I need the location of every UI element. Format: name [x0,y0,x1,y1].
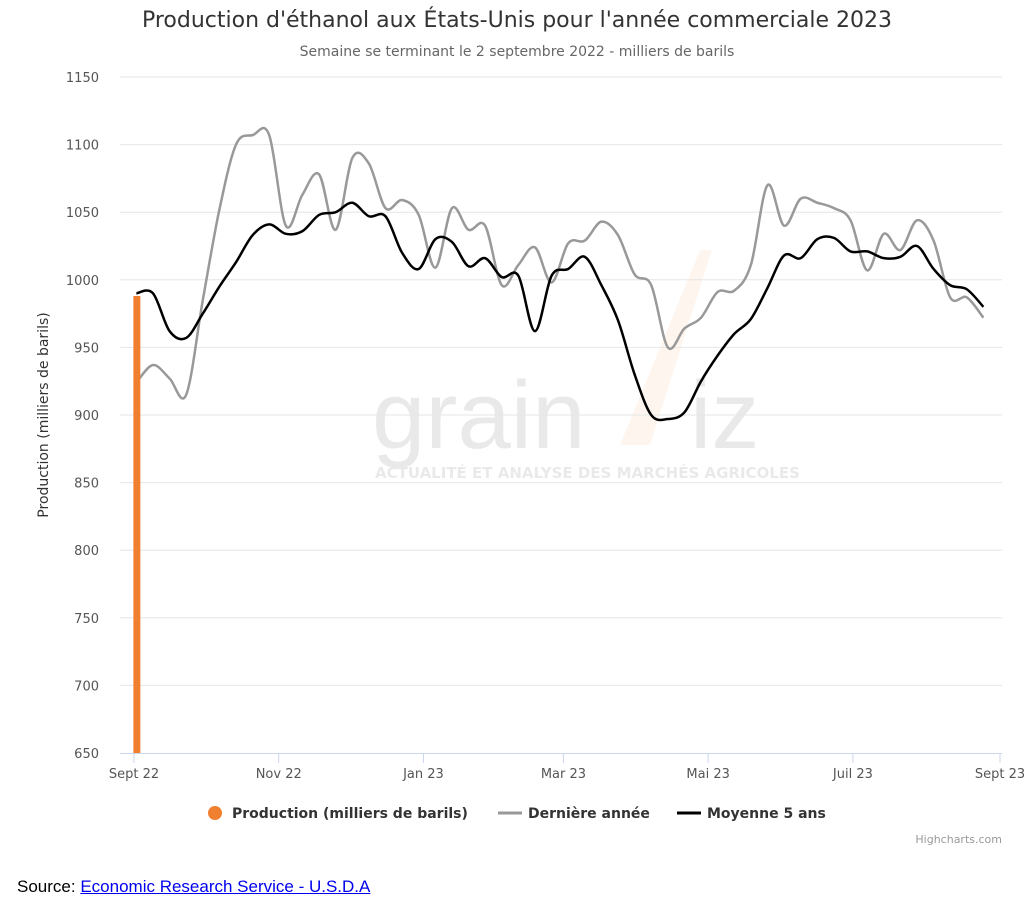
legend-label-moyenne-5-ans[interactable]: Moyenne 5 ans [707,806,826,822]
x-tick-label: Sept 23 [975,767,1024,782]
x-tick-label: Mai 23 [686,767,729,782]
watermark-tagline: ACTUALITÉ ET ANALYSE DES MARCHÉS AGRICOL… [375,463,800,482]
y-tick-label: 800 [74,544,99,559]
moyenne-5-ans-line [136,201,985,422]
y-tick-label: 1050 [66,206,99,221]
y-tick-label: 1000 [66,274,99,289]
legend[interactable]: Production (milliers de barils) Dernière… [208,806,826,822]
grid [120,76,1002,686]
x-axis: Sept 22 Nov 22 Jan 23 Mar 23 Mai 23 Juil 23 Se… [109,753,1024,782]
x-tick-label: Juil 23 [832,767,873,782]
source-line: Source: Economic Research Service - U.S.… [17,877,370,897]
chart: Production d'éthanol aux États-Unis pour… [36,7,1024,846]
y-axis-title: Production (milliers de barils) [36,312,52,517]
y-tick-label: 700 [74,679,99,694]
y-tick-label: 900 [74,409,99,424]
legend-label-derniere-annee[interactable]: Dernière année [528,806,650,822]
y-axis: 650 700 750 800 850 900 950 1000 1050 1100 1150 [66,71,99,762]
production-bar [133,296,141,753]
y-tick-label: 950 [74,341,99,356]
y-tick-label: 750 [74,612,99,627]
derniere-annee-line [135,126,985,400]
source-link[interactable]: Economic Research Service - U.S.D.A [80,877,371,896]
legend-symbol-production [208,806,222,820]
watermark-logo: grain iz ACTUALITÉ ET ANALYSE DES MARCHÉ… [372,250,800,482]
x-tick-label: Jan 23 [402,767,444,782]
credits-link[interactable]: Highcharts.com [915,833,1002,846]
x-tick-label: Mar 23 [541,767,586,782]
legend-item-derniere-annee[interactable]: Dernière année [498,806,650,822]
x-tick-label: Nov 22 [256,767,302,782]
series-layer [133,126,985,753]
legend-item-production[interactable]: Production (milliers de barils) [208,806,468,822]
chart-subtitle: Semaine se terminant le 2 septembre 2022… [300,44,735,60]
y-tick-label: 1150 [66,71,99,86]
legend-item-moyenne-5-ans[interactable]: Moyenne 5 ans [677,806,826,822]
y-tick-label: 1100 [66,139,99,154]
y-tick-label: 850 [74,477,99,492]
y-tick-label: 650 [74,747,99,762]
x-tick-label: Sept 22 [109,767,159,782]
chart-title: Production d'éthanol aux États-Unis pour… [142,7,892,33]
legend-label-production[interactable]: Production (milliers de barils) [232,806,468,822]
source-label: Source: [17,877,76,896]
